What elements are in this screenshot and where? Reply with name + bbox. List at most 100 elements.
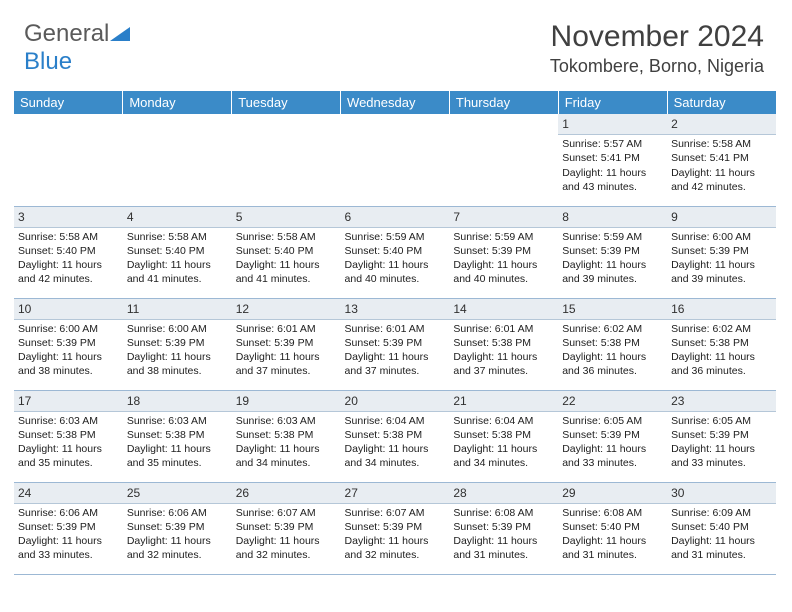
day-number: 24 xyxy=(14,483,123,504)
calendar-cell: 7Sunrise: 5:59 AMSunset: 5:39 PMDaylight… xyxy=(449,206,558,298)
calendar-cell: 3Sunrise: 5:58 AMSunset: 5:40 PMDaylight… xyxy=(14,206,123,298)
day-number: 8 xyxy=(558,207,667,228)
day-number: 14 xyxy=(449,299,558,320)
day-number: 27 xyxy=(341,483,450,504)
weekday-header: Tuesday xyxy=(232,91,341,114)
header: General November 2024 Tokombere, Borno, … xyxy=(0,0,792,85)
day-body: Sunrise: 6:06 AMSunset: 5:39 PMDaylight:… xyxy=(14,504,123,565)
day-number: 11 xyxy=(123,299,232,320)
day-body: Sunrise: 6:06 AMSunset: 5:39 PMDaylight:… xyxy=(123,504,232,565)
day-number: 4 xyxy=(123,207,232,228)
calendar-cell: 6Sunrise: 5:59 AMSunset: 5:40 PMDaylight… xyxy=(341,206,450,298)
day-number: 22 xyxy=(558,391,667,412)
calendar-cell: 10Sunrise: 6:00 AMSunset: 5:39 PMDayligh… xyxy=(14,298,123,390)
weekday-header-row: SundayMondayTuesdayWednesdayThursdayFrid… xyxy=(14,91,776,114)
day-body: Sunrise: 5:58 AMSunset: 5:40 PMDaylight:… xyxy=(232,228,341,289)
day-number: 9 xyxy=(667,207,776,228)
day-body: Sunrise: 6:05 AMSunset: 5:39 PMDaylight:… xyxy=(667,412,776,473)
day-body: Sunrise: 6:09 AMSunset: 5:40 PMDaylight:… xyxy=(667,504,776,565)
day-number: 17 xyxy=(14,391,123,412)
calendar-row: 10Sunrise: 6:00 AMSunset: 5:39 PMDayligh… xyxy=(14,298,776,390)
weekday-header: Thursday xyxy=(449,91,558,114)
day-body: Sunrise: 5:57 AMSunset: 5:41 PMDaylight:… xyxy=(558,135,667,196)
day-body: Sunrise: 5:59 AMSunset: 5:39 PMDaylight:… xyxy=(558,228,667,289)
calendar-cell: 15Sunrise: 6:02 AMSunset: 5:38 PMDayligh… xyxy=(558,298,667,390)
day-number: 26 xyxy=(232,483,341,504)
calendar-cell: 23Sunrise: 6:05 AMSunset: 5:39 PMDayligh… xyxy=(667,390,776,482)
weekday-header: Sunday xyxy=(14,91,123,114)
day-body: Sunrise: 6:02 AMSunset: 5:38 PMDaylight:… xyxy=(667,320,776,381)
day-body: Sunrise: 6:07 AMSunset: 5:39 PMDaylight:… xyxy=(232,504,341,565)
calendar-cell: 20Sunrise: 6:04 AMSunset: 5:38 PMDayligh… xyxy=(341,390,450,482)
day-body: Sunrise: 6:02 AMSunset: 5:38 PMDaylight:… xyxy=(558,320,667,381)
day-number: 23 xyxy=(667,391,776,412)
day-number: 13 xyxy=(341,299,450,320)
day-number: 19 xyxy=(232,391,341,412)
day-number: 18 xyxy=(123,391,232,412)
day-body: Sunrise: 6:01 AMSunset: 5:39 PMDaylight:… xyxy=(341,320,450,381)
calendar-cell: 16Sunrise: 6:02 AMSunset: 5:38 PMDayligh… xyxy=(667,298,776,390)
day-number: 3 xyxy=(14,207,123,228)
day-number: 12 xyxy=(232,299,341,320)
day-body: Sunrise: 5:58 AMSunset: 5:41 PMDaylight:… xyxy=(667,135,776,196)
calendar-cell: 21Sunrise: 6:04 AMSunset: 5:38 PMDayligh… xyxy=(449,390,558,482)
day-body: Sunrise: 6:08 AMSunset: 5:40 PMDaylight:… xyxy=(558,504,667,565)
calendar-cell: 14Sunrise: 6:01 AMSunset: 5:38 PMDayligh… xyxy=(449,298,558,390)
calendar-cell: 11Sunrise: 6:00 AMSunset: 5:39 PMDayligh… xyxy=(123,298,232,390)
day-body: Sunrise: 6:03 AMSunset: 5:38 PMDaylight:… xyxy=(123,412,232,473)
day-number: 16 xyxy=(667,299,776,320)
day-body: Sunrise: 5:58 AMSunset: 5:40 PMDaylight:… xyxy=(123,228,232,289)
calendar-cell: 18Sunrise: 6:03 AMSunset: 5:38 PMDayligh… xyxy=(123,390,232,482)
day-body: Sunrise: 6:04 AMSunset: 5:38 PMDaylight:… xyxy=(341,412,450,473)
calendar-cell: 19Sunrise: 6:03 AMSunset: 5:38 PMDayligh… xyxy=(232,390,341,482)
calendar-cell: 4Sunrise: 5:58 AMSunset: 5:40 PMDaylight… xyxy=(123,206,232,298)
day-number: 21 xyxy=(449,391,558,412)
day-body: Sunrise: 6:01 AMSunset: 5:39 PMDaylight:… xyxy=(232,320,341,381)
day-number: 20 xyxy=(341,391,450,412)
day-body: Sunrise: 6:05 AMSunset: 5:39 PMDaylight:… xyxy=(558,412,667,473)
day-body: Sunrise: 6:07 AMSunset: 5:39 PMDaylight:… xyxy=(341,504,450,565)
calendar-cell: 27Sunrise: 6:07 AMSunset: 5:39 PMDayligh… xyxy=(341,482,450,574)
calendar-cell: 17Sunrise: 6:03 AMSunset: 5:38 PMDayligh… xyxy=(14,390,123,482)
calendar-cell: 12Sunrise: 6:01 AMSunset: 5:39 PMDayligh… xyxy=(232,298,341,390)
calendar-cell xyxy=(14,114,123,206)
day-number: 29 xyxy=(558,483,667,504)
logo-triangle-icon xyxy=(110,25,132,43)
day-number: 5 xyxy=(232,207,341,228)
day-body: Sunrise: 6:01 AMSunset: 5:38 PMDaylight:… xyxy=(449,320,558,381)
calendar-cell: 13Sunrise: 6:01 AMSunset: 5:39 PMDayligh… xyxy=(341,298,450,390)
calendar-row: 17Sunrise: 6:03 AMSunset: 5:38 PMDayligh… xyxy=(14,390,776,482)
weekday-header: Friday xyxy=(558,91,667,114)
day-body: Sunrise: 6:00 AMSunset: 5:39 PMDaylight:… xyxy=(14,320,123,381)
day-number: 25 xyxy=(123,483,232,504)
day-number: 2 xyxy=(667,114,776,135)
calendar-cell xyxy=(123,114,232,206)
day-number: 7 xyxy=(449,207,558,228)
calendar-cell: 26Sunrise: 6:07 AMSunset: 5:39 PMDayligh… xyxy=(232,482,341,574)
calendar-body: 1Sunrise: 5:57 AMSunset: 5:41 PMDaylight… xyxy=(14,114,776,574)
calendar-table: SundayMondayTuesdayWednesdayThursdayFrid… xyxy=(14,91,776,575)
day-body: Sunrise: 6:03 AMSunset: 5:38 PMDaylight:… xyxy=(232,412,341,473)
calendar-cell xyxy=(449,114,558,206)
day-body: Sunrise: 5:58 AMSunset: 5:40 PMDaylight:… xyxy=(14,228,123,289)
weekday-header: Wednesday xyxy=(341,91,450,114)
calendar-cell xyxy=(341,114,450,206)
logo: General xyxy=(24,20,133,48)
calendar-cell: 1Sunrise: 5:57 AMSunset: 5:41 PMDaylight… xyxy=(558,114,667,206)
day-body: Sunrise: 5:59 AMSunset: 5:39 PMDaylight:… xyxy=(449,228,558,289)
weekday-header: Monday xyxy=(123,91,232,114)
calendar-row: 24Sunrise: 6:06 AMSunset: 5:39 PMDayligh… xyxy=(14,482,776,574)
calendar-cell xyxy=(232,114,341,206)
day-body: Sunrise: 6:08 AMSunset: 5:39 PMDaylight:… xyxy=(449,504,558,565)
logo-text-blue: Blue xyxy=(24,48,72,76)
calendar-cell: 9Sunrise: 6:00 AMSunset: 5:39 PMDaylight… xyxy=(667,206,776,298)
calendar-cell: 22Sunrise: 6:05 AMSunset: 5:39 PMDayligh… xyxy=(558,390,667,482)
calendar-cell: 24Sunrise: 6:06 AMSunset: 5:39 PMDayligh… xyxy=(14,482,123,574)
logo-text-general: General xyxy=(24,20,109,48)
calendar-cell: 8Sunrise: 5:59 AMSunset: 5:39 PMDaylight… xyxy=(558,206,667,298)
day-body: Sunrise: 6:03 AMSunset: 5:38 PMDaylight:… xyxy=(14,412,123,473)
month-title: November 2024 xyxy=(550,20,764,54)
calendar-cell: 30Sunrise: 6:09 AMSunset: 5:40 PMDayligh… xyxy=(667,482,776,574)
location: Tokombere, Borno, Nigeria xyxy=(550,56,764,77)
day-number: 10 xyxy=(14,299,123,320)
